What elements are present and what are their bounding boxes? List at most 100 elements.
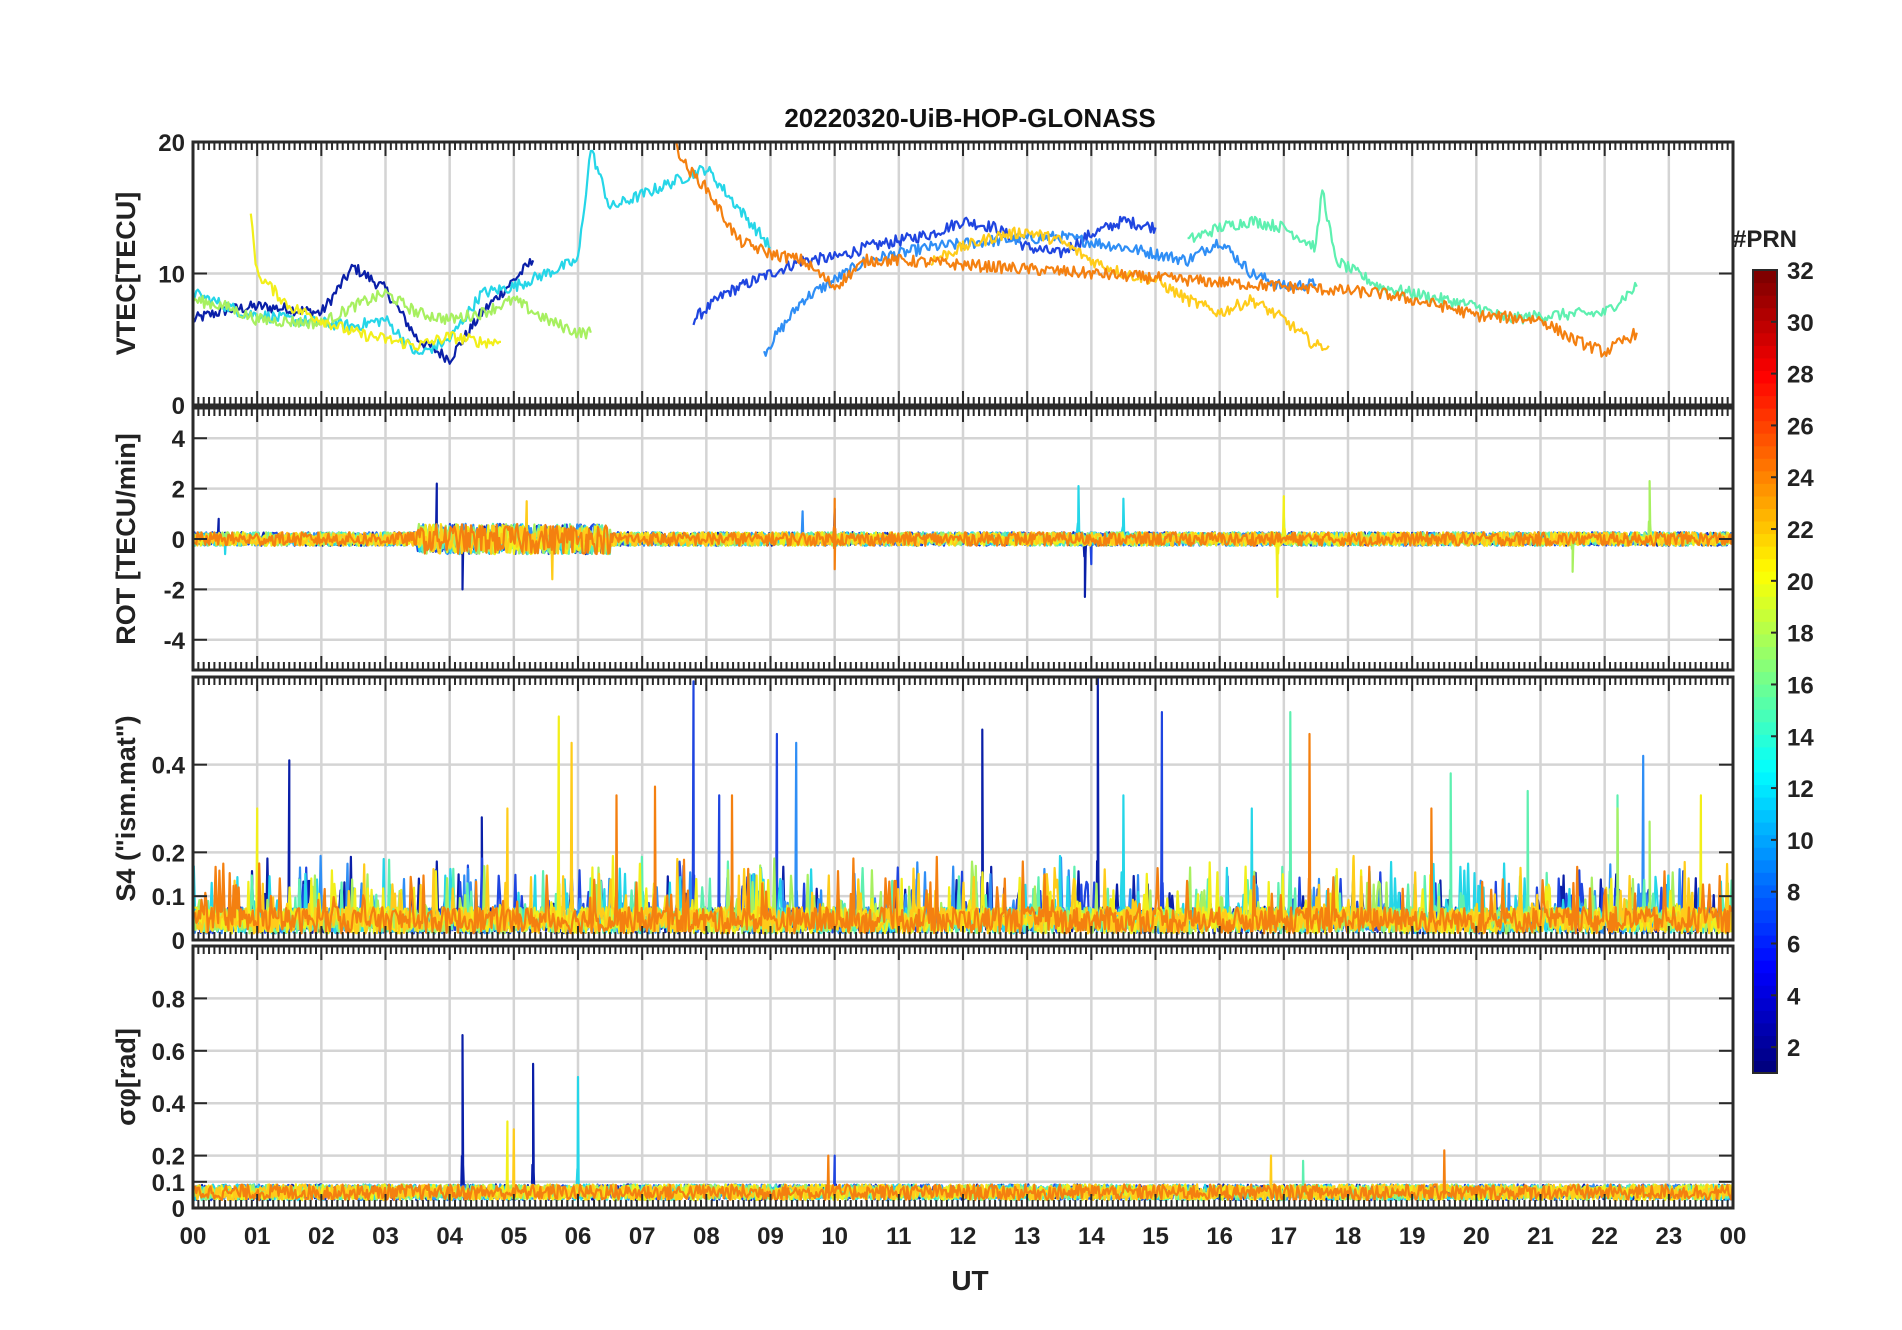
colorbar-segment bbox=[1753, 1010, 1777, 1024]
colorbar-segment bbox=[1753, 445, 1777, 459]
colorbar-segment bbox=[1753, 420, 1777, 434]
colorbar-segment bbox=[1753, 671, 1777, 685]
series-group bbox=[193, 142, 1638, 365]
colorbar-tick-label: 32 bbox=[1787, 258, 1814, 285]
colorbar-segment bbox=[1753, 658, 1777, 673]
colorbar-tick-label: 24 bbox=[1787, 465, 1814, 492]
series-line-prn-21-vtec bbox=[930, 226, 1330, 352]
x-tick-label: 16 bbox=[1206, 1223, 1233, 1250]
colorbar-segment bbox=[1753, 571, 1777, 585]
colorbar-segment bbox=[1753, 558, 1777, 572]
x-tick-label: 02 bbox=[308, 1223, 335, 1250]
colorbar-segment bbox=[1753, 947, 1777, 961]
series-line-prn-12-vtec bbox=[193, 149, 772, 355]
colorbar-segment bbox=[1753, 709, 1777, 723]
colorbar-segment bbox=[1753, 759, 1777, 773]
series-line-prn-23-vtec bbox=[675, 142, 1638, 358]
colorbar-segment bbox=[1753, 909, 1777, 924]
y-tick-label: 0 bbox=[172, 928, 185, 955]
x-tick-label: 13 bbox=[1014, 1223, 1041, 1250]
colorbar-segment bbox=[1753, 483, 1777, 497]
colorbar-segment bbox=[1753, 1060, 1777, 1074]
colorbar-segment bbox=[1753, 847, 1777, 861]
colorbar-segment bbox=[1753, 357, 1777, 371]
x-tick-label: 08 bbox=[693, 1223, 720, 1250]
colorbar-segment bbox=[1753, 746, 1777, 760]
x-tick-label: 01 bbox=[244, 1223, 271, 1250]
x-tick-label: 05 bbox=[500, 1223, 527, 1250]
panel-rot: -4 -2 0 2 4 ROT [TECU/min] bbox=[111, 406, 1735, 672]
colorbar-segment bbox=[1753, 859, 1777, 873]
y-tick-label: 0 bbox=[172, 1196, 185, 1223]
colorbar-segment bbox=[1753, 884, 1777, 898]
colorbar-segment bbox=[1753, 508, 1777, 522]
colorbar-tick-label: 22 bbox=[1787, 517, 1814, 544]
x-tick-label: 06 bbox=[565, 1223, 592, 1250]
colorbar-segment bbox=[1753, 796, 1777, 811]
colorbar-tick-label: 8 bbox=[1787, 880, 1800, 907]
y-axis-label-s4: S4 ("ism.mat") bbox=[111, 715, 141, 901]
y-tick-label: 0 bbox=[172, 393, 185, 420]
y-axis-label-sigma: σφ[rad] bbox=[111, 1028, 141, 1126]
colorbar-segment bbox=[1753, 295, 1777, 309]
y-tick-label: 4 bbox=[172, 426, 186, 453]
x-tick-label: 09 bbox=[757, 1223, 784, 1250]
x-tick-label: 00 bbox=[1720, 1223, 1747, 1250]
colorbar-segment bbox=[1753, 897, 1777, 911]
colorbar-segment bbox=[1753, 985, 1777, 999]
colorbar-segment bbox=[1753, 596, 1777, 610]
colorbar-segment bbox=[1753, 784, 1777, 798]
x-tick-labels: 00 01 02 03 04 05 06 07 08 09 10 11 12 13 14 15 16 17 18 19… bbox=[180, 1223, 1747, 1250]
series-line-prn-5-vtec bbox=[692, 215, 1157, 326]
x-tick-label: 07 bbox=[629, 1223, 656, 1250]
x-tick-label: 22 bbox=[1591, 1223, 1618, 1250]
y-axis-label-rot: ROT [TECU/min] bbox=[111, 433, 141, 644]
colorbar-segment bbox=[1753, 320, 1777, 334]
colorbar-tick-label: 18 bbox=[1787, 621, 1814, 648]
y-tick-label: 0.1 bbox=[152, 1170, 185, 1197]
x-tick-label: 15 bbox=[1142, 1223, 1169, 1250]
y-tick-label: 0.2 bbox=[152, 840, 185, 867]
colorbar-tick-label: 26 bbox=[1787, 413, 1814, 440]
colorbar-segment bbox=[1753, 1035, 1777, 1049]
colorbar-tick-label: 10 bbox=[1787, 828, 1814, 855]
colorbar-segment bbox=[1753, 1022, 1777, 1036]
colorbar-segment bbox=[1753, 822, 1777, 836]
x-tick-label: 04 bbox=[436, 1223, 463, 1250]
x-tick-label: 11 bbox=[886, 1223, 911, 1250]
colorbar-tick-label: 30 bbox=[1787, 310, 1814, 337]
colorbar-segment bbox=[1753, 533, 1777, 547]
series-line-prn-23-rot bbox=[194, 497, 1733, 571]
colorbar-segment bbox=[1753, 621, 1777, 635]
colorbar-segment bbox=[1753, 684, 1777, 698]
colorbar-tick-label: 14 bbox=[1787, 724, 1814, 751]
colorbar-segment bbox=[1753, 433, 1777, 447]
y-tick-label: 0.4 bbox=[152, 1091, 186, 1118]
colorbar-segment bbox=[1753, 934, 1777, 949]
y-axis-label-vtec: VTEC[TECU] bbox=[111, 192, 141, 356]
colorbar-segment bbox=[1753, 771, 1777, 786]
x-tick-label: 10 bbox=[821, 1223, 848, 1250]
colorbar-segment bbox=[1753, 809, 1777, 823]
panel-s4: 0 0.1 0.2 0.4 S4 ("ism.mat") bbox=[111, 675, 1735, 955]
x-axis-label: UT bbox=[951, 1265, 988, 1296]
y-tick-label: 0.2 bbox=[152, 1144, 185, 1171]
colorbar-segment bbox=[1753, 270, 1777, 284]
colorbar-label: #PRN bbox=[1733, 226, 1797, 253]
colorbar-segment bbox=[1753, 458, 1777, 472]
x-tick-label: 23 bbox=[1655, 1223, 1682, 1250]
y-tick-label: -4 bbox=[164, 628, 186, 655]
y-tick-label: -2 bbox=[164, 577, 185, 604]
x-tick-label: 21 bbox=[1527, 1223, 1554, 1250]
colorbar-tick-label: 4 bbox=[1787, 983, 1801, 1010]
chart-title: 20220320-UiB-HOP-GLONASS bbox=[784, 103, 1155, 133]
axis-s4: 0 0.1 0.2 0.4 bbox=[152, 675, 1735, 955]
axis-sigma: 00.10.2 0.4 0.6 0.8 bbox=[152, 944, 1735, 1223]
y-tick-label: 0.6 bbox=[152, 1039, 185, 1066]
x-tick-label: 17 bbox=[1270, 1223, 1297, 1250]
x-tick-label: 00 bbox=[180, 1223, 207, 1250]
colorbar-tick-label: 20 bbox=[1787, 569, 1814, 596]
axis-rot: -4 -2 0 2 4 bbox=[164, 406, 1735, 672]
